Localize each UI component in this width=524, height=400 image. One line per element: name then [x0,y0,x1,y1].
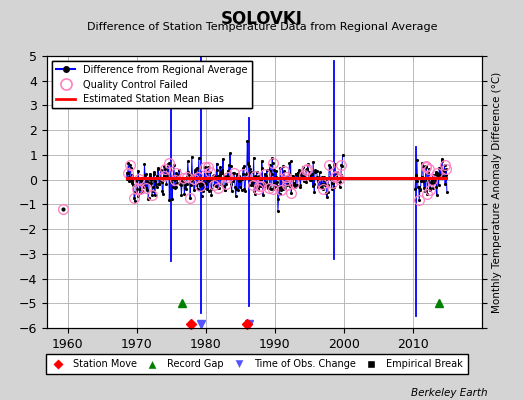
Text: Berkeley Earth: Berkeley Earth [411,388,487,398]
Text: SOLOVKI: SOLOVKI [221,10,303,28]
Legend: Difference from Regional Average, Quality Control Failed, Estimated Station Mean: Difference from Regional Average, Qualit… [52,61,252,108]
Legend: Station Move, Record Gap, Time of Obs. Change, Empirical Break: Station Move, Record Gap, Time of Obs. C… [46,354,467,374]
Y-axis label: Monthly Temperature Anomaly Difference (°C): Monthly Temperature Anomaly Difference (… [493,71,503,313]
Text: Difference of Station Temperature Data from Regional Average: Difference of Station Temperature Data f… [87,22,437,32]
